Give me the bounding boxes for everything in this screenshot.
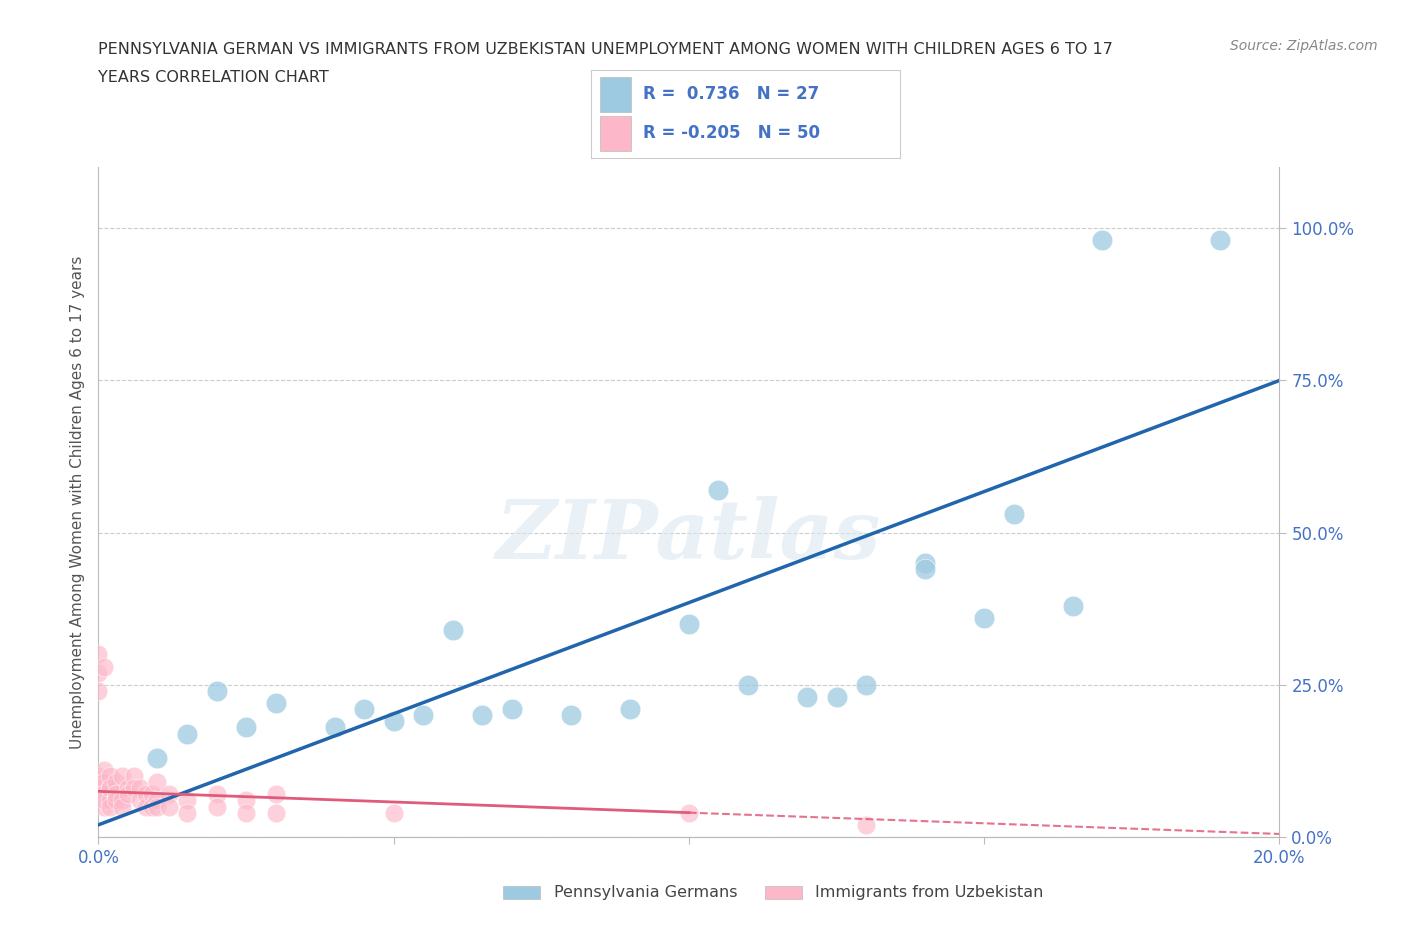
Point <box>176 793 198 808</box>
Bar <box>765 886 801 899</box>
Point <box>737 677 759 692</box>
Point <box>122 769 145 784</box>
Point <box>678 805 700 820</box>
Text: R = -0.205   N = 50: R = -0.205 N = 50 <box>643 125 820 142</box>
Point <box>619 702 641 717</box>
Point <box>323 720 346 735</box>
Point <box>973 610 995 625</box>
Point <box>98 799 121 814</box>
Bar <box>600 115 631 151</box>
Point <box>128 781 150 796</box>
Point <box>471 708 494 723</box>
Point <box>93 659 115 674</box>
Point <box>157 799 180 814</box>
Point <box>501 702 523 717</box>
Bar <box>600 77 631 113</box>
Point <box>87 647 110 662</box>
Point <box>111 799 134 814</box>
Text: Pennsylvania Germans: Pennsylvania Germans <box>554 885 737 900</box>
Point <box>87 781 110 796</box>
Point <box>105 787 128 802</box>
Point <box>205 787 228 802</box>
Point <box>128 793 150 808</box>
Point <box>157 787 180 802</box>
Point <box>93 763 115 777</box>
Point <box>914 562 936 577</box>
Text: ZIPatlas: ZIPatlas <box>496 496 882 576</box>
Point <box>412 708 434 723</box>
Point <box>205 799 228 814</box>
Point <box>98 769 121 784</box>
Point <box>87 684 110 698</box>
Point <box>93 793 115 808</box>
Point <box>98 781 121 796</box>
Point <box>914 555 936 570</box>
Point <box>87 769 110 784</box>
Point <box>105 787 128 802</box>
Point <box>98 793 121 808</box>
Point <box>382 805 405 820</box>
Text: YEARS CORRELATION CHART: YEARS CORRELATION CHART <box>98 70 329 85</box>
Point <box>122 781 145 796</box>
Bar <box>503 886 540 899</box>
Point <box>176 805 198 820</box>
Point <box>98 781 121 796</box>
Point <box>855 677 877 692</box>
Point <box>176 726 198 741</box>
Point <box>382 714 405 729</box>
Point <box>1091 233 1114 248</box>
Point <box>1002 507 1025 522</box>
Point <box>141 787 163 802</box>
Point <box>235 805 257 820</box>
Point <box>146 775 169 790</box>
Point <box>87 775 110 790</box>
Point <box>205 684 228 698</box>
Point <box>825 689 848 704</box>
Point <box>93 799 115 814</box>
Point <box>235 720 257 735</box>
Point <box>135 787 157 802</box>
Point <box>264 805 287 820</box>
Text: PENNSYLVANIA GERMAN VS IMMIGRANTS FROM UZBEKISTAN UNEMPLOYMENT AMONG WOMEN WITH : PENNSYLVANIA GERMAN VS IMMIGRANTS FROM U… <box>98 42 1114 57</box>
Point <box>93 775 115 790</box>
Point <box>135 799 157 814</box>
Point <box>105 775 128 790</box>
Point <box>707 483 730 498</box>
Point <box>560 708 582 723</box>
Point <box>117 781 139 796</box>
Point <box>146 793 169 808</box>
Point <box>441 622 464 637</box>
Y-axis label: Unemployment Among Women with Children Ages 6 to 17 years: Unemployment Among Women with Children A… <box>69 256 84 749</box>
Point <box>146 799 169 814</box>
Point <box>117 787 139 802</box>
Point <box>855 817 877 832</box>
Point <box>87 665 110 680</box>
Point <box>796 689 818 704</box>
Point <box>93 787 115 802</box>
Point <box>146 751 169 765</box>
Text: Source: ZipAtlas.com: Source: ZipAtlas.com <box>1230 39 1378 53</box>
Point <box>235 793 257 808</box>
Point <box>1062 598 1084 613</box>
Point <box>678 617 700 631</box>
Point <box>111 769 134 784</box>
Text: R =  0.736   N = 27: R = 0.736 N = 27 <box>643 86 820 103</box>
Point <box>141 799 163 814</box>
Point <box>264 696 287 711</box>
Point <box>105 793 128 808</box>
Text: Immigrants from Uzbekistan: Immigrants from Uzbekistan <box>815 885 1043 900</box>
Point <box>264 787 287 802</box>
Point <box>111 793 134 808</box>
Point <box>1209 233 1232 248</box>
Point <box>353 702 375 717</box>
